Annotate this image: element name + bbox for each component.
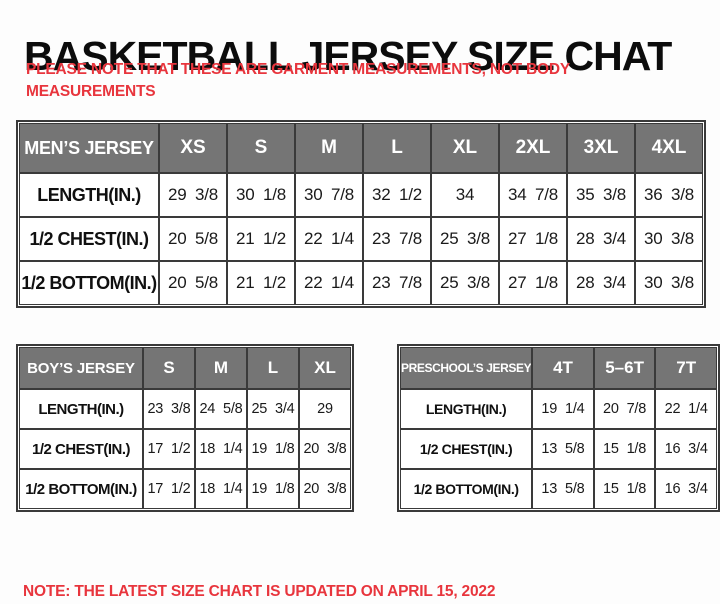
size-value-cell: 27 1/8	[499, 261, 567, 305]
mens-size-header-4xl: 4XL	[635, 123, 703, 173]
preschool-jersey-table: PRESCHOOL’S JERSEY 4T 5–6T 7T LENGTH(IN.…	[397, 344, 720, 512]
size-value-cell: 15 1/8	[593, 429, 656, 469]
size-value-cell: 25 3/8	[431, 261, 499, 305]
preschool-size-header-5-6t: 5–6T	[593, 347, 656, 389]
mens-half-bottom-row: 1/2 BOTTOM(IN.) 20 5/8 21 1/2 22 1/4 23 …	[19, 261, 703, 305]
mens-size-header-3xl: 3XL	[567, 123, 635, 173]
size-value-cell: 20 3/8	[299, 429, 351, 469]
mens-size-header-m: M	[295, 123, 363, 173]
row-label-cell: LENGTH(IN.)	[400, 389, 533, 429]
size-value-cell: 17 1/2	[143, 469, 195, 509]
row-label-cell: 1/2 BOTTOM(IN.)	[19, 261, 159, 305]
size-value-cell: 21 1/2	[227, 217, 295, 261]
size-value-cell: 18 1/4	[195, 429, 247, 469]
size-value-cell: 15 1/8	[593, 469, 656, 509]
mens-jersey-table: MEN’S JERSEY XS S M L XL 2XL 3XL 4XL LEN…	[16, 120, 706, 308]
size-value-cell: 16 3/4	[655, 469, 717, 509]
size-value-cell: 30 3/8	[635, 217, 703, 261]
row-label-cell: 1/2 CHEST(IN.)	[19, 429, 143, 469]
page-title: BASKETBALL JERSEY SIZE CHAT	[24, 33, 672, 80]
preschool-length-row: LENGTH(IN.) 19 1/4 20 7/8 22 1/4	[400, 389, 717, 429]
size-value-cell: 35 3/8	[567, 173, 635, 217]
row-label-cell: LENGTH(IN.)	[19, 173, 159, 217]
size-value-cell: 30 3/8	[635, 261, 703, 305]
boys-size-header-m: M	[195, 347, 247, 389]
size-value-cell: 28 3/4	[567, 261, 635, 305]
preschool-half-chest-row: 1/2 CHEST(IN.) 13 5/8 15 1/8 16 3/4	[400, 429, 717, 469]
size-value-cell: 20 5/8	[159, 217, 227, 261]
boys-half-bottom-row: 1/2 BOTTOM(IN.) 17 1/2 18 1/4 19 1/8 20 …	[19, 469, 351, 509]
row-label-cell: 1/2 CHEST(IN.)	[400, 429, 533, 469]
mens-half-chest-row: 1/2 CHEST(IN.) 20 5/8 21 1/2 22 1/4 23 7…	[19, 217, 703, 261]
size-value-cell: 16 3/4	[655, 429, 717, 469]
size-value-cell: 22 1/4	[655, 389, 717, 429]
mens-header-row: MEN’S JERSEY XS S M L XL 2XL 3XL 4XL	[19, 123, 703, 173]
update-date-note: NOTE: THE LATEST SIZE CHART IS UPDATED O…	[23, 583, 496, 600]
size-value-cell: 29	[299, 389, 351, 429]
mens-size-header-s: S	[227, 123, 295, 173]
mens-length-row: LENGTH(IN.) 29 3/8 30 1/8 30 7/8 32 1/2 …	[19, 173, 703, 217]
size-value-cell: 29 3/8	[159, 173, 227, 217]
size-value-cell: 30 7/8	[295, 173, 363, 217]
size-value-cell: 28 3/4	[567, 217, 635, 261]
size-value-cell: 25 3/8	[431, 217, 499, 261]
size-value-cell: 19 1/8	[247, 469, 299, 509]
size-value-cell: 19 1/8	[247, 429, 299, 469]
boys-length-row: LENGTH(IN.) 23 3/8 24 5/8 25 3/4 29	[19, 389, 351, 429]
mens-size-header-xs: XS	[159, 123, 227, 173]
size-value-cell: 13 5/8	[532, 429, 594, 469]
footer-notes: NOTE: THE LATEST SIZE CHART IS UPDATED O…	[23, 524, 720, 604]
preschool-table-title-cell: PRESCHOOL’S JERSEY	[400, 347, 533, 389]
size-value-cell: 22 1/4	[295, 261, 363, 305]
boys-header-row: BOY’S JERSEY S M L XL	[19, 347, 351, 389]
size-value-cell: 22 1/4	[295, 217, 363, 261]
preschool-half-bottom-row: 1/2 BOTTOM(IN.) 13 5/8 15 1/8 16 3/4	[400, 469, 717, 509]
garment-note-line-2: MEASUREMENTS	[26, 83, 156, 100]
boys-jersey-table: BOY’S JERSEY S M L XL LENGTH(IN.) 23 3/8…	[16, 344, 354, 512]
size-value-cell: 25 3/4	[247, 389, 299, 429]
mens-table-title-cell: MEN’S JERSEY	[19, 123, 159, 173]
size-value-cell: 36 3/8	[635, 173, 703, 217]
garment-measurements-note: PLEASE NOTE THAT THESE ARE GARMENT MEASU…	[26, 59, 570, 103]
size-value-cell: 34	[431, 173, 499, 217]
boys-size-header-xl: XL	[299, 347, 351, 389]
mens-size-header-xl: XL	[431, 123, 499, 173]
row-label-cell: 1/2 CHEST(IN.)	[19, 217, 159, 261]
size-value-cell: 20 7/8	[593, 389, 656, 429]
size-value-cell: 34 7/8	[499, 173, 567, 217]
garment-note-line-1: PLEASE NOTE THAT THESE ARE GARMENT MEASU…	[26, 61, 571, 78]
size-value-cell: 17 1/2	[143, 429, 195, 469]
size-value-cell: 21 1/2	[227, 261, 295, 305]
size-value-cell: 18 1/4	[195, 469, 247, 509]
row-label-cell: 1/2 BOTTOM(IN.)	[19, 469, 143, 509]
size-value-cell: 20 3/8	[299, 469, 351, 509]
size-value-cell: 24 5/8	[195, 389, 247, 429]
preschool-header-row: PRESCHOOL’S JERSEY 4T 5–6T 7T	[400, 347, 717, 389]
boys-table-title-cell: BOY’S JERSEY	[19, 347, 143, 389]
row-label-cell: LENGTH(IN.)	[19, 389, 143, 429]
boys-size-header-s: S	[143, 347, 195, 389]
size-value-cell: 32 1/2	[363, 173, 431, 217]
size-value-cell: 23 7/8	[363, 261, 431, 305]
size-value-cell: 13 5/8	[532, 469, 594, 509]
size-value-cell: 20 5/8	[159, 261, 227, 305]
mens-size-header-2xl: 2XL	[499, 123, 567, 173]
size-value-cell: 19 1/4	[532, 389, 594, 429]
boys-half-chest-row: 1/2 CHEST(IN.) 17 1/2 18 1/4 19 1/8 20 3…	[19, 429, 351, 469]
size-value-cell: 23 3/8	[143, 389, 195, 429]
preschool-size-header-4t: 4T	[532, 347, 594, 389]
boys-size-header-l: L	[247, 347, 299, 389]
size-value-cell: 27 1/8	[499, 217, 567, 261]
row-label-cell: 1/2 BOTTOM(IN.)	[400, 469, 533, 509]
size-value-cell: 23 7/8	[363, 217, 431, 261]
mens-size-header-l: L	[363, 123, 431, 173]
preschool-size-header-7t: 7T	[655, 347, 717, 389]
size-value-cell: 30 1/8	[227, 173, 295, 217]
